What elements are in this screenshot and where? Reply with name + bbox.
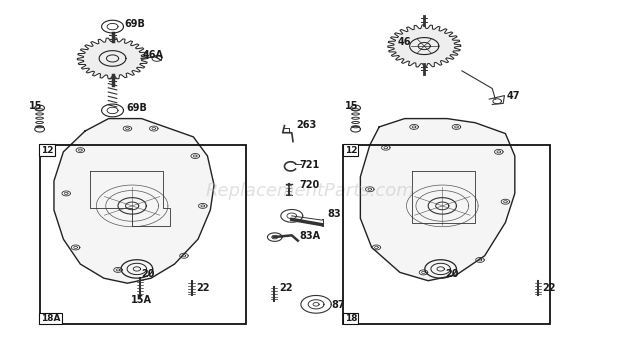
Polygon shape bbox=[54, 118, 214, 283]
Bar bbox=[343, 145, 550, 324]
Polygon shape bbox=[360, 118, 515, 281]
Text: 22: 22 bbox=[196, 283, 210, 293]
Text: ReplacementParts.com: ReplacementParts.com bbox=[206, 182, 414, 200]
Text: 46: 46 bbox=[397, 37, 411, 47]
Text: 20: 20 bbox=[445, 269, 458, 279]
Text: 721: 721 bbox=[299, 160, 320, 170]
Text: 20: 20 bbox=[142, 269, 155, 279]
Text: 15: 15 bbox=[345, 101, 359, 111]
Text: 47: 47 bbox=[507, 91, 520, 101]
Text: 18A: 18A bbox=[41, 314, 60, 323]
Text: 69B: 69B bbox=[126, 103, 148, 113]
Text: 87: 87 bbox=[331, 300, 345, 310]
Bar bbox=[40, 145, 246, 324]
Text: 83A: 83A bbox=[299, 231, 321, 242]
Polygon shape bbox=[388, 25, 461, 67]
Text: 22: 22 bbox=[279, 283, 293, 293]
Text: 263: 263 bbox=[296, 119, 317, 130]
Text: 22: 22 bbox=[542, 283, 556, 293]
Text: 83: 83 bbox=[327, 209, 340, 219]
Text: 15: 15 bbox=[29, 101, 43, 111]
Text: 69B: 69B bbox=[125, 19, 146, 29]
Text: 12: 12 bbox=[345, 146, 357, 155]
Text: 12: 12 bbox=[41, 146, 53, 155]
Text: 18: 18 bbox=[345, 314, 357, 323]
Text: 46A: 46A bbox=[143, 50, 163, 60]
Polygon shape bbox=[78, 38, 148, 79]
Text: 15A: 15A bbox=[131, 295, 151, 305]
Text: 720: 720 bbox=[299, 180, 320, 190]
